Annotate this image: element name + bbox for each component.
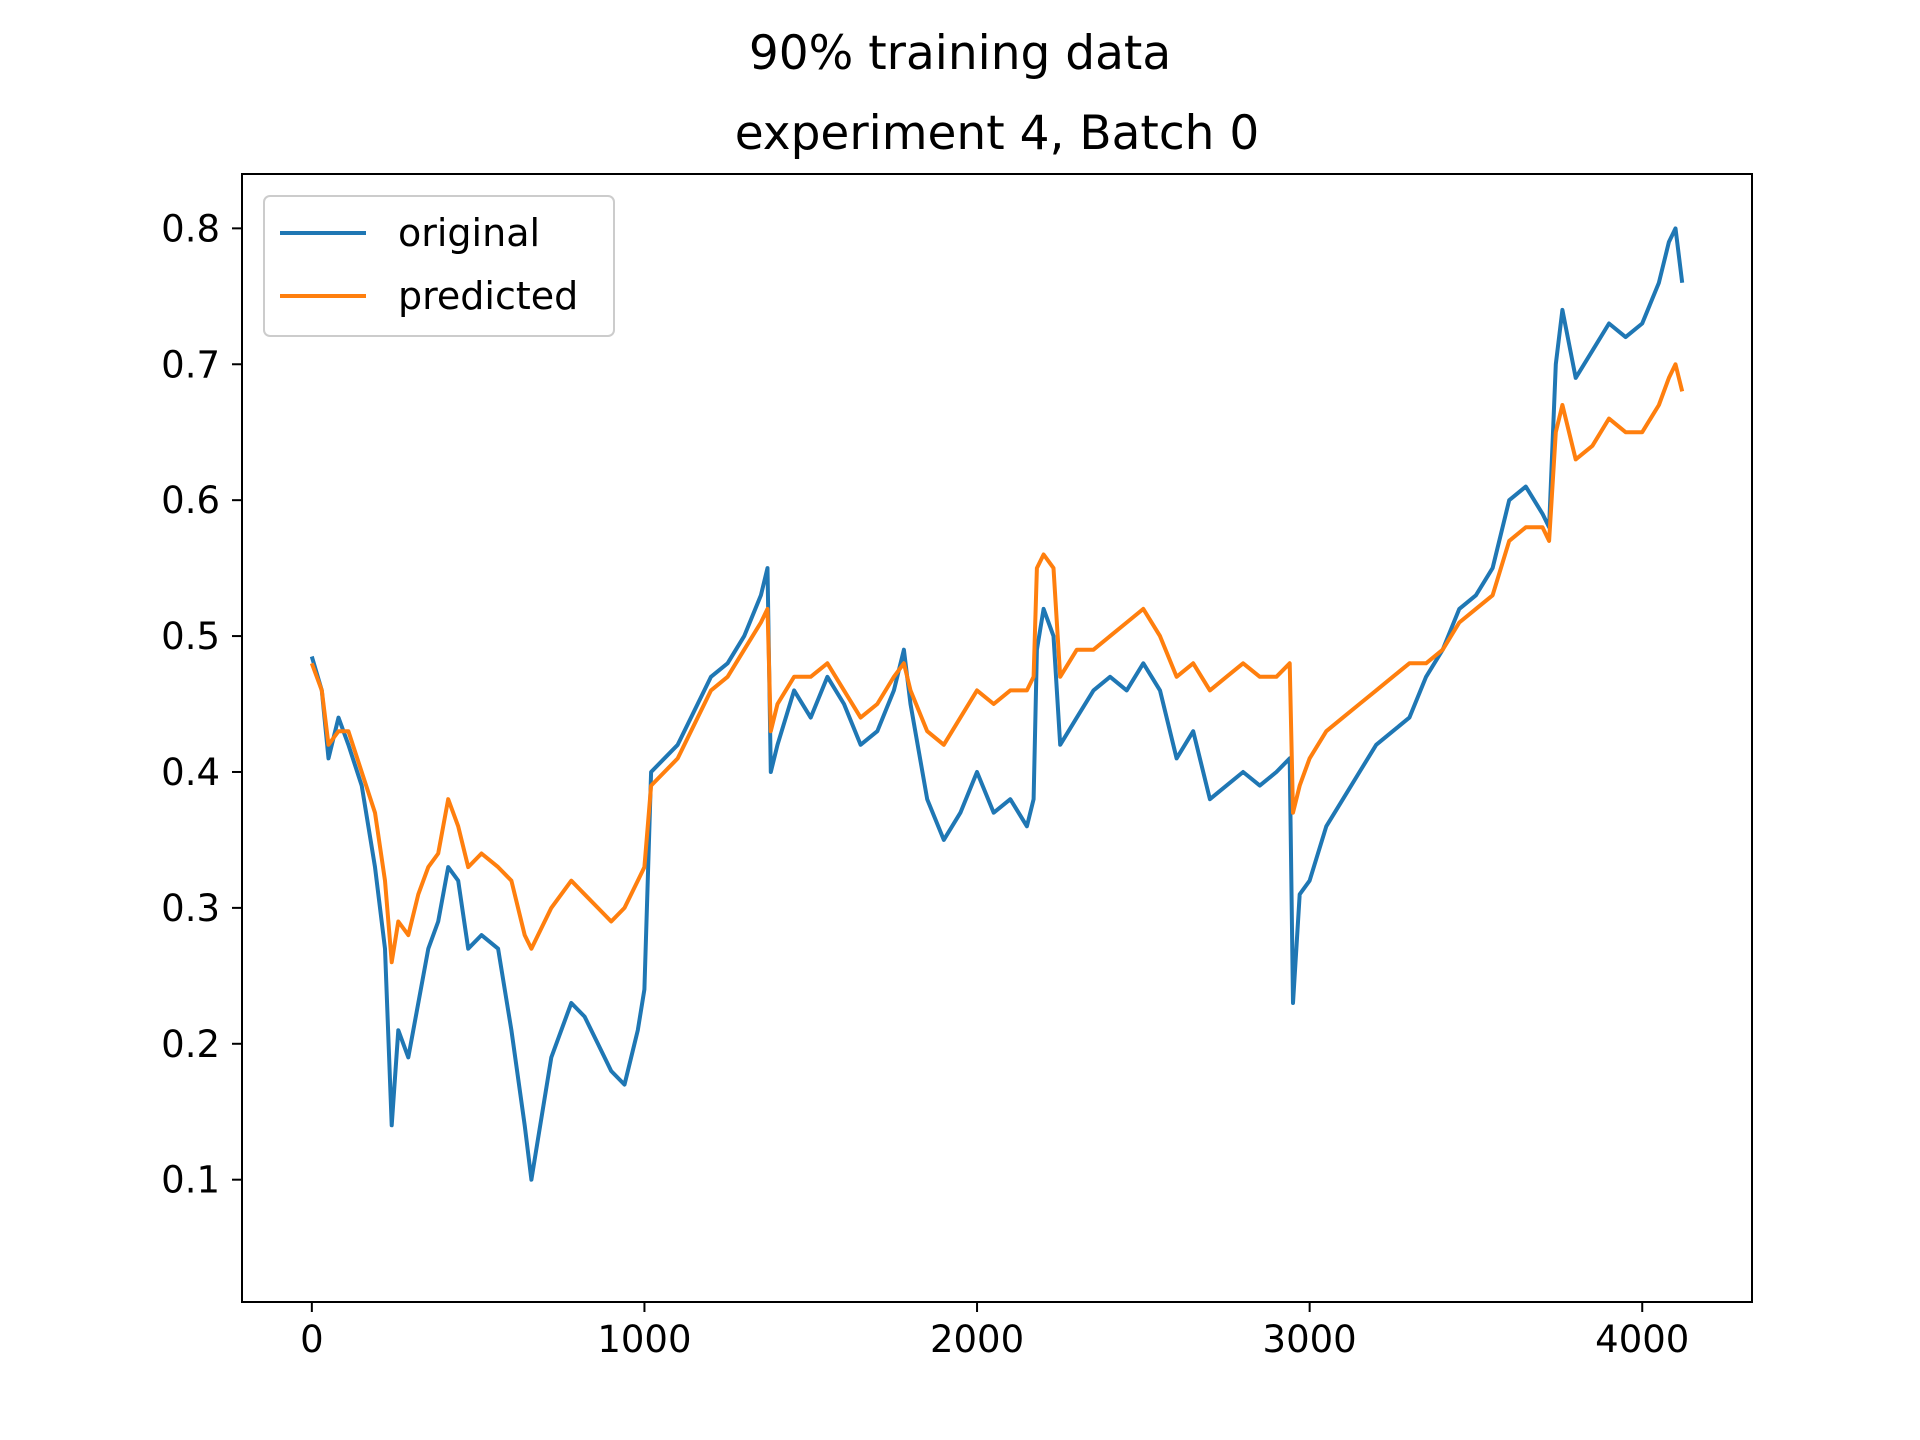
- y-tick-label: 0.8: [161, 207, 220, 250]
- legend: original predicted: [263, 195, 615, 337]
- figure-suptitle: 90% training data: [748, 26, 1172, 81]
- series-line-original: [309, 226, 1685, 1182]
- y-tick-label: 0.3: [161, 887, 220, 930]
- x-tick-label: 2000: [930, 1318, 1024, 1361]
- x-tick-label: 1000: [597, 1318, 691, 1361]
- legend-label-predicted: predicted: [398, 274, 578, 318]
- y-tick-label: 0.6: [161, 479, 220, 522]
- y-tick-label: 0.5: [161, 615, 220, 658]
- series-layer: [309, 226, 1685, 1182]
- x-tick-label: 3000: [1263, 1318, 1357, 1361]
- chart-title: experiment 4, Batch 0: [734, 106, 1260, 161]
- x-tick-label: 4000: [1595, 1318, 1689, 1361]
- y-tick-label: 0.1: [161, 1159, 220, 1202]
- legend-label-original: original: [398, 211, 540, 255]
- x-tick-label: 0: [300, 1318, 324, 1361]
- y-tick-label: 0.4: [161, 751, 220, 794]
- series-line-predicted: [309, 362, 1685, 965]
- y-tick-label: 0.7: [161, 343, 220, 386]
- y-tick-label: 0.2: [161, 1023, 220, 1066]
- plot-frame: [241, 173, 1753, 1303]
- ticks-layer: 0 1000 2000 3000 4000 0.1 0.2 0.3 0.4 0.5 0.6 0.7 0.…: [161, 207, 1689, 1361]
